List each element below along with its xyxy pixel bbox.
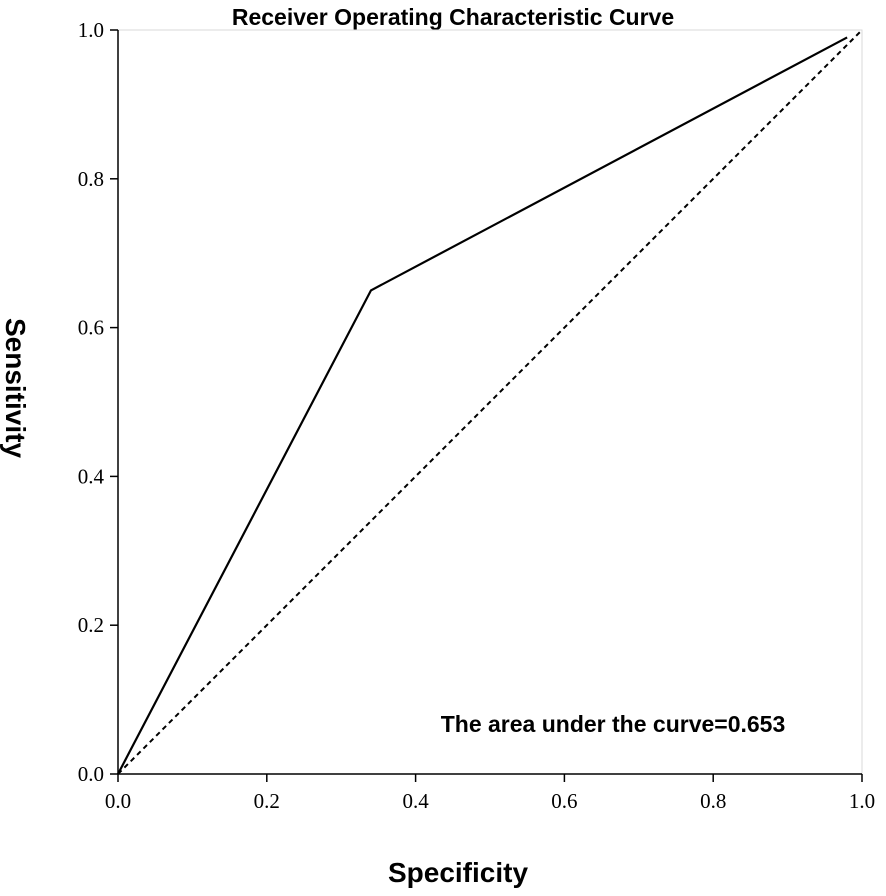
y-tick-label: 0.6 bbox=[78, 316, 104, 340]
y-axis-ticks: 0.0 0.2 0.4 0.6 0.8 1.0 bbox=[78, 18, 118, 786]
x-tick-label: 0.0 bbox=[105, 789, 131, 813]
x-tick-label: 0.8 bbox=[700, 789, 726, 813]
x-tick-label: 0.6 bbox=[551, 789, 577, 813]
y-tick-label: 0.2 bbox=[78, 613, 104, 637]
y-axis-label: Sensitivity bbox=[0, 318, 31, 458]
reference-diagonal-line bbox=[117, 29, 863, 775]
y-tick-label: 0.0 bbox=[78, 762, 104, 786]
x-axis-label: Specificity bbox=[388, 857, 528, 888]
x-tick-label: 0.4 bbox=[402, 789, 429, 813]
x-axis-ticks: 0.0 0.2 0.4 0.6 0.8 1.0 bbox=[105, 774, 875, 813]
y-tick-label: 1.0 bbox=[78, 18, 104, 42]
auc-annotation: The area under the curve=0.653 bbox=[441, 711, 786, 737]
roc-curve-line bbox=[117, 36, 848, 775]
series-layer bbox=[117, 29, 863, 775]
x-tick-label: 0.2 bbox=[254, 789, 280, 813]
y-tick-label: 0.4 bbox=[78, 464, 105, 488]
x-tick-label: 1.0 bbox=[849, 789, 875, 813]
y-tick-label: 0.8 bbox=[78, 167, 104, 191]
chart-title: Receiver Operating Characteristic Curve bbox=[232, 4, 674, 30]
